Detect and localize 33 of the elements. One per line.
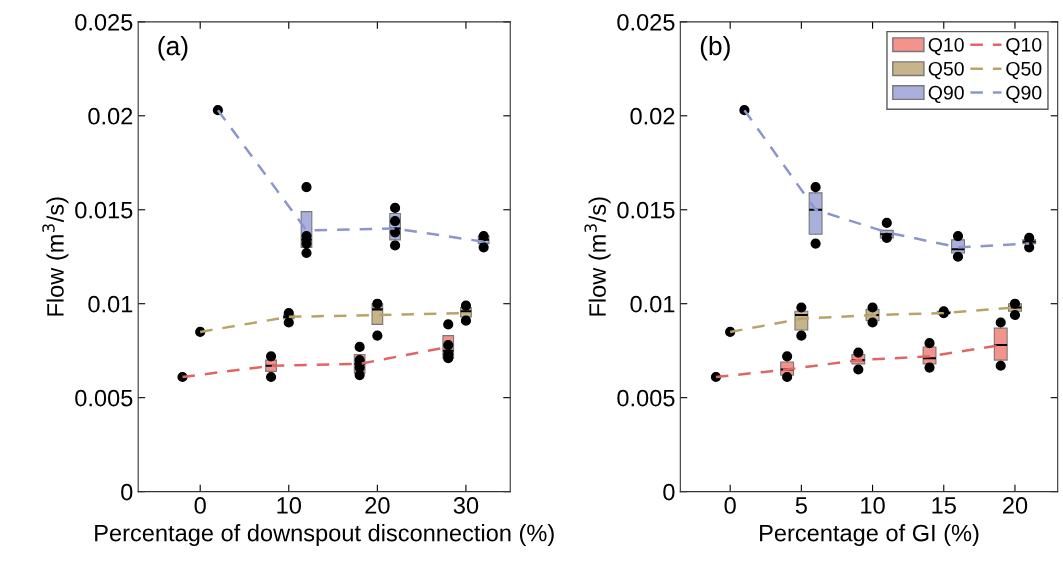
x-axis-title: Percentage of downspout disconnection (%) xyxy=(95,524,554,547)
x-tick-label: 10 xyxy=(277,497,301,514)
y-axis-title: Flow (m$^{3}$/s) xyxy=(42,197,69,316)
legend-label: Q50 xyxy=(928,61,964,80)
y-tick-label: 0 xyxy=(121,483,133,501)
legend-label: Q10 xyxy=(1006,37,1042,56)
y-tick-label: 0.02 xyxy=(88,107,133,125)
x-tick-label: 15 xyxy=(932,497,956,514)
y-tick-label: 0.015 xyxy=(75,201,133,219)
y-tick-label: 0.005 xyxy=(617,389,675,407)
x-axis-title: Percentage of GI (%) xyxy=(760,524,979,547)
legend-label: Q50 xyxy=(1006,61,1042,80)
y-tick-label: 0.015 xyxy=(617,201,675,219)
x-tick-label: 20 xyxy=(1003,497,1028,514)
x-tick-label: 0 xyxy=(194,497,206,514)
legend-label: Q10 xyxy=(928,37,964,56)
x-tick-label: 20 xyxy=(365,497,390,514)
y-tick-label: 0.005 xyxy=(75,389,133,407)
legend-label: Q90 xyxy=(928,85,964,104)
y-tick-label: 0.02 xyxy=(630,107,675,125)
x-tick-label: 30 xyxy=(453,497,479,514)
y-tick-label: 0.025 xyxy=(75,13,133,31)
y-tick-label: 0 xyxy=(663,483,675,501)
legend-label: Q90 xyxy=(1006,85,1042,104)
annotation: (a) xyxy=(158,35,188,61)
x-tick-label: 0 xyxy=(724,497,736,514)
x-tick-label: 5 xyxy=(795,497,807,514)
y-tick-label: 0.01 xyxy=(630,295,675,313)
y-tick-label: 0.01 xyxy=(88,295,133,313)
annotation: (b) xyxy=(700,35,730,61)
y-tick-label: 0.025 xyxy=(617,13,675,31)
y-axis-title: Flow (m$^{3}$/s) xyxy=(584,197,611,316)
x-tick-label: 10 xyxy=(861,497,885,514)
